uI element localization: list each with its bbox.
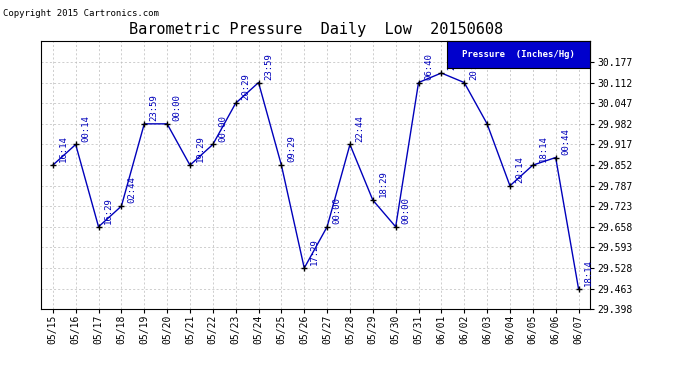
Text: 18:14: 18:14 [584,259,593,286]
Text: 09:29: 09:29 [287,135,296,162]
Text: 00:00: 00:00 [218,115,228,142]
Text: 22:44: 22:44 [355,115,364,142]
Text: 18:14: 18:14 [538,135,547,162]
Text: 20:29: 20:29 [241,74,250,100]
Text: Copyright 2015 Cartronics.com: Copyright 2015 Cartronics.com [3,9,159,18]
Text: 20:14: 20:14 [515,156,524,183]
Text: 23:59: 23:59 [447,44,456,70]
Text: 16:14: 16:14 [59,135,68,162]
Text: 00:44: 00:44 [561,128,570,155]
Text: 19:29: 19:29 [195,135,204,162]
Text: 00:00: 00:00 [172,94,181,121]
Text: 00:00: 00:00 [333,197,342,224]
Text: 00:00: 00:00 [401,197,411,224]
Text: 18:29: 18:29 [378,171,387,197]
Text: 16:29: 16:29 [104,197,113,224]
Text: 20:44: 20:44 [470,53,479,80]
Text: 23:59: 23:59 [264,53,273,80]
Text: 02:44: 02:44 [127,177,136,203]
Text: 00:14: 00:14 [81,115,90,142]
Text: 23:59: 23:59 [150,94,159,121]
Title: Barometric Pressure  Daily  Low  20150608: Barometric Pressure Daily Low 20150608 [128,22,503,37]
Text: 17:29: 17:29 [310,238,319,265]
Text: 06:40: 06:40 [424,53,433,80]
